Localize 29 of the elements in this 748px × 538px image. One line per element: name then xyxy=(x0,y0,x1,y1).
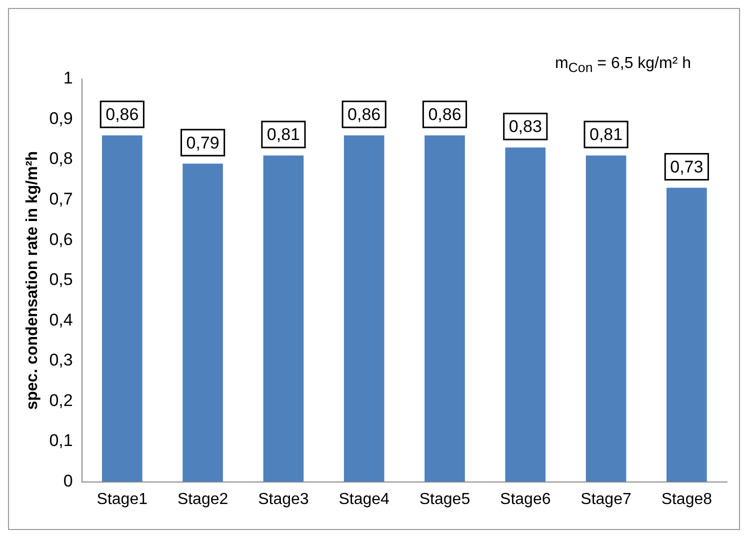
y-axis-title: spec. condensation rate in kg/m²h xyxy=(24,151,42,410)
y-tick-label: 0,3 xyxy=(49,350,73,370)
y-tick-label: 0,2 xyxy=(49,390,73,410)
x-tick-label: Stage4 xyxy=(338,490,390,508)
data-label: 0,73 xyxy=(670,157,704,176)
y-tick-label: 1 xyxy=(63,68,73,88)
x-tick-label: Stage1 xyxy=(96,490,148,508)
x-tick-label: Stage3 xyxy=(258,490,309,508)
y-tick-label: 0,5 xyxy=(49,270,73,290)
text: m$_{Con}$ = 6,5 kg/m² h xyxy=(554,55,691,76)
y-tick-label: 0,8 xyxy=(49,149,73,168)
data-label: 0,79 xyxy=(186,133,220,152)
x-tick-label: Stage8 xyxy=(661,490,712,508)
data-label: 0,81 xyxy=(266,125,300,144)
y-tick-label: 0 xyxy=(63,471,73,490)
y-tick-label: 0,7 xyxy=(49,190,73,209)
data-label: 0,86 xyxy=(106,105,139,124)
y-tick-label: 0,6 xyxy=(49,230,73,249)
x-tick-label: Stage5 xyxy=(419,490,470,508)
data-label: 0,86 xyxy=(348,105,381,124)
y-tick-label: 0,9 xyxy=(49,108,73,128)
data-label: 0,86 xyxy=(428,105,462,124)
data-label: 0,81 xyxy=(589,125,623,144)
y-tick-label: 0,4 xyxy=(49,310,73,330)
data-label: 0,83 xyxy=(508,117,542,136)
x-tick-label: Stage2 xyxy=(177,490,228,508)
y-tick-label: 0,1 xyxy=(49,431,73,450)
x-tick-label: Stage7 xyxy=(580,490,632,508)
x-tick-label: Stage6 xyxy=(500,490,551,508)
